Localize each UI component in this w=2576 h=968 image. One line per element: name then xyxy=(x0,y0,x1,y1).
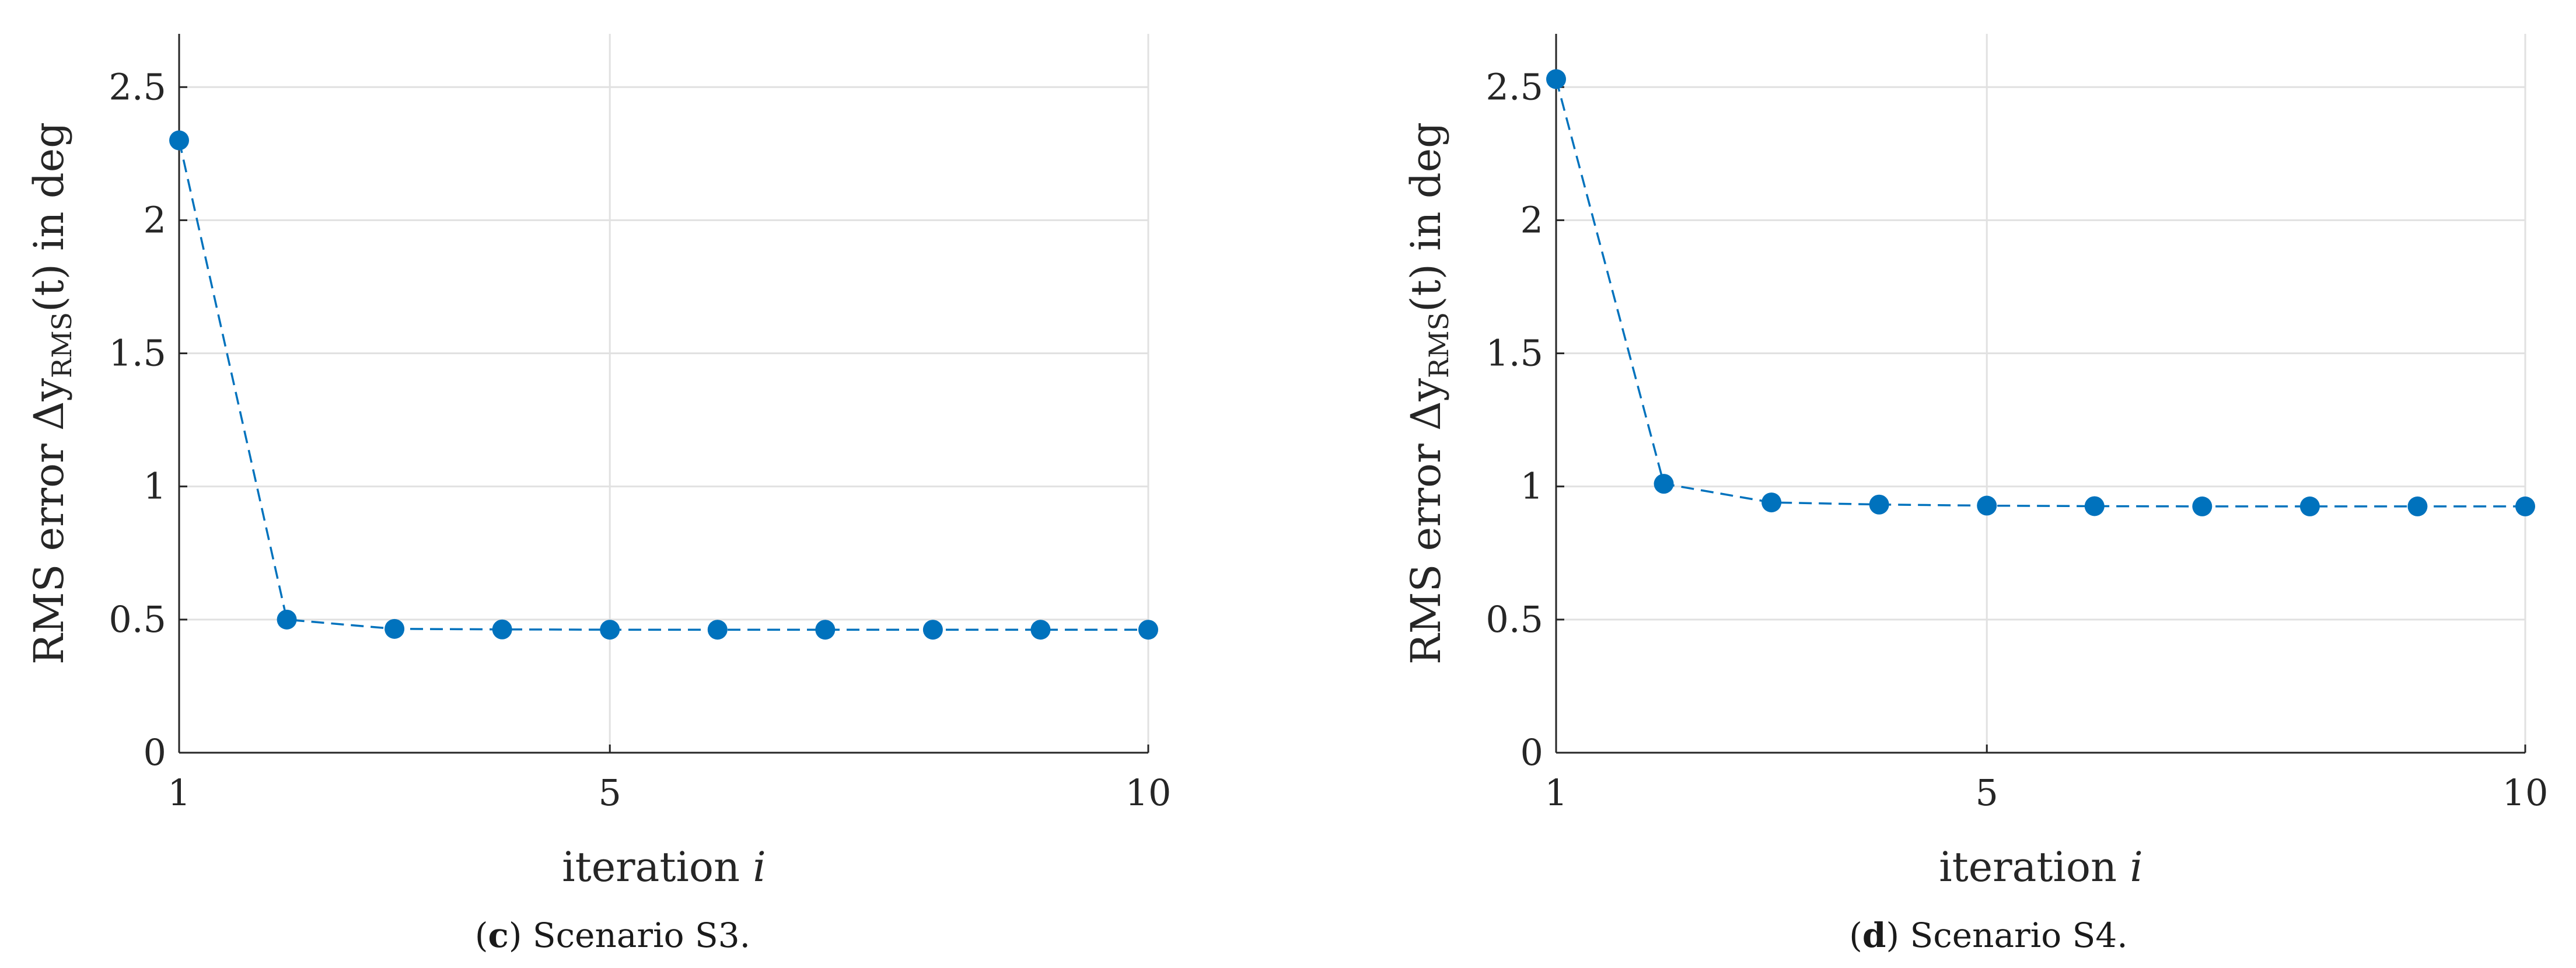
x-tick-label: 10 xyxy=(1126,771,1172,814)
y-tick-labels: 0 0.5 1 1.5 2 2.5 xyxy=(1486,65,1564,774)
y-tick-label: 0.5 xyxy=(1486,598,1543,641)
y-tick-label: 2.5 xyxy=(1486,65,1543,108)
y-tick-label: 2.5 xyxy=(109,65,166,108)
x-tick-label: 5 xyxy=(598,771,621,814)
data-point xyxy=(1869,494,1889,515)
caption-c: (c) Scenario S3. xyxy=(475,915,750,955)
y-tick-label: 0.5 xyxy=(109,598,166,641)
chart-panel-c: 00.511.522.5 1 5 10 iteration i RMS error … xyxy=(25,34,1171,955)
data-point xyxy=(600,620,620,640)
x-tick-label: 1 xyxy=(1544,771,1567,814)
axes xyxy=(1555,34,2525,754)
y-tick-label: 1 xyxy=(1521,465,1543,508)
data-point xyxy=(1138,620,1158,640)
x-tick-label: 5 xyxy=(1975,771,1998,814)
y-tick-label: 0 xyxy=(144,731,166,774)
x-axis-label: iteration i xyxy=(562,843,766,891)
y-axis-label: RMS error ΔyRMS(t) in deg xyxy=(25,122,78,665)
data-point xyxy=(2192,496,2213,516)
data-point xyxy=(1546,69,1566,89)
data-point xyxy=(2407,496,2428,516)
data-point xyxy=(2084,496,2105,516)
data-point xyxy=(277,609,297,630)
data-point xyxy=(1761,492,1782,513)
y-tick-label: 2 xyxy=(144,198,166,241)
y-tick-label: 0 xyxy=(1521,731,1543,774)
data-point xyxy=(1654,474,1674,494)
x-tick-label: 1 xyxy=(167,771,190,814)
grid-lines xyxy=(1556,34,2526,753)
chart-panel-d: 00.511.522.5 1 5 10 iteration i RMS error … xyxy=(1402,34,2548,955)
y-tick-label: 1.5 xyxy=(1486,332,1543,375)
axes xyxy=(178,34,1148,754)
data-point xyxy=(169,130,189,151)
data-point xyxy=(385,618,405,639)
x-tick-labels: 1 5 10 xyxy=(1544,745,2548,814)
data-point xyxy=(1030,620,1051,640)
data-point xyxy=(492,619,512,639)
series-points xyxy=(169,130,1158,640)
x-axis-label: iteration i xyxy=(1939,843,2143,891)
x-tick-label: 10 xyxy=(2502,771,2549,814)
data-point xyxy=(2299,496,2320,516)
grid-lines xyxy=(179,34,1149,753)
data-point xyxy=(2515,496,2535,516)
series-line xyxy=(1555,79,2525,508)
data-point xyxy=(1977,495,1997,516)
y-tick-label: 1 xyxy=(144,465,166,508)
y-axis-label: RMS error ΔyRMS(t) in deg xyxy=(1402,122,1455,665)
data-point xyxy=(922,620,943,640)
caption-d: (d) Scenario S4. xyxy=(1849,915,2127,955)
y-tick-labels: 0 0.5 1 1.5 2 2.5 xyxy=(109,65,187,774)
y-tick-label: 1.5 xyxy=(109,332,166,375)
x-tick-labels: 1 5 10 xyxy=(167,745,1171,814)
data-point xyxy=(815,620,836,640)
y-tick-label: 2 xyxy=(1521,198,1543,241)
series-line xyxy=(178,140,1148,631)
data-point xyxy=(707,620,728,640)
series-points xyxy=(1546,69,2535,516)
